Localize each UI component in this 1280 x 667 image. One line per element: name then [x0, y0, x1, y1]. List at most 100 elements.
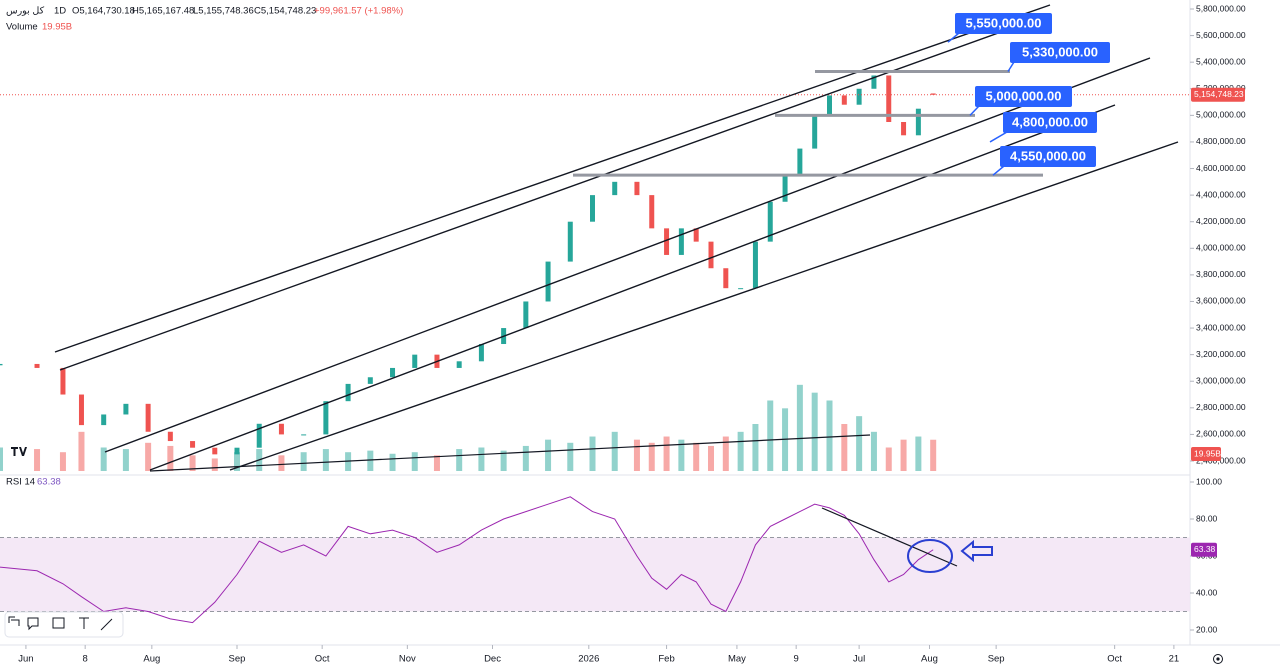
- volume-bar: [633, 439, 640, 471]
- candle-body: [752, 241, 758, 289]
- volume-bar: [611, 431, 618, 471]
- callout-label: 5,330,000.00: [1022, 44, 1098, 59]
- channel-line: [59, 17, 1041, 371]
- rsi-tick-label: 40.00: [1196, 587, 1218, 597]
- volume-trendline: [149, 434, 871, 472]
- price-tick-label: 4,600,000.00: [1196, 163, 1246, 173]
- volume-bar: [433, 455, 440, 471]
- tool-icon[interactable]: [79, 617, 89, 629]
- candle-body: [738, 288, 744, 290]
- rsi-tick-label: 100.00: [1196, 476, 1222, 486]
- candle-body: [841, 95, 847, 105]
- rsi-title: RSI 14: [6, 477, 35, 488]
- time-tick-label: Oct: [315, 654, 330, 665]
- low-value: L5,155,748.36: [193, 6, 254, 17]
- rsi-current-box: [1191, 542, 1217, 557]
- tool-icon[interactable]: [27, 617, 39, 631]
- price-tick-label: 3,200,000.00: [1196, 349, 1246, 359]
- volume-bar: [189, 455, 196, 471]
- volume-bar: [841, 424, 848, 471]
- open-value: O5,164,730.18: [72, 6, 135, 17]
- price-tick-label: 2,400,000.00: [1196, 455, 1246, 465]
- candle-body: [678, 228, 684, 255]
- tool-icon[interactable]: [52, 617, 65, 629]
- candle-body: [886, 75, 892, 122]
- last-price-label: 5,154,748.23: [1194, 89, 1244, 99]
- callout-pointer: [992, 165, 1005, 176]
- candle-body: [590, 195, 595, 222]
- channel-line: [54, 4, 1051, 353]
- rsi-line: [0, 496, 934, 624]
- drawing-toolbar: [4, 611, 124, 638]
- settings-gear[interactable]: [1213, 654, 1223, 664]
- channel-line: [104, 57, 1151, 453]
- time-tick-label: Nov: [399, 654, 416, 665]
- time-tick-label: Aug: [921, 654, 938, 665]
- volume-bar: [885, 447, 892, 471]
- candle-body: [567, 221, 573, 262]
- candle-body: [234, 447, 240, 455]
- candle-body: [390, 367, 396, 378]
- channel-line: [229, 141, 1179, 471]
- time-tick-label: May: [728, 654, 746, 665]
- candle-body: [782, 175, 788, 202]
- volume-bar: [708, 445, 714, 471]
- candle-body: [478, 344, 484, 362]
- candle-body: [856, 88, 862, 105]
- high-value: H5,165,167.48: [132, 6, 194, 17]
- time-tick-label: Jun: [18, 654, 33, 665]
- volume-title: Volume: [6, 22, 38, 33]
- volume-bar: [0, 447, 3, 471]
- volume-box: [1191, 447, 1221, 461]
- candle-body: [367, 377, 373, 384]
- candle-body: [78, 394, 84, 426]
- time-tick-label: Feb: [658, 654, 674, 665]
- volume-bar: [678, 439, 685, 471]
- close-value: C5,154,748.23: [254, 6, 316, 17]
- volume-bar: [767, 400, 774, 471]
- volume-axis-label: 19.95B: [1194, 448, 1221, 458]
- callout-pointer: [989, 131, 1008, 143]
- volume-bar: [456, 449, 463, 471]
- volume-bar: [100, 447, 107, 471]
- volume-bar: [145, 442, 152, 471]
- candle-body: [612, 181, 618, 196]
- time-tick-label: 21: [1169, 654, 1180, 665]
- volume-bar: [722, 436, 729, 471]
- candle-body: [278, 423, 284, 435]
- last-price-box: [1191, 87, 1245, 102]
- volume-bar: [322, 449, 329, 471]
- volume-bar: [796, 384, 803, 471]
- callout-box: [955, 13, 1052, 34]
- rsi-trendline: [821, 507, 958, 567]
- interval: 1D: [54, 6, 66, 17]
- callout-box: [1010, 42, 1110, 63]
- price-tick-label: 4,400,000.00: [1196, 189, 1246, 199]
- candle-body: [649, 195, 655, 229]
- candle-body: [190, 441, 196, 448]
- candle-body: [34, 363, 40, 368]
- tool-icon[interactable]: [8, 616, 20, 626]
- callout-label: 5,000,000.00: [986, 88, 1062, 103]
- candle-body: [634, 181, 640, 196]
- price-tick-label: 3,600,000.00: [1196, 296, 1246, 306]
- candle-body: [412, 354, 418, 368]
- candle-body: [871, 75, 877, 89]
- volume-bar: [752, 424, 759, 471]
- volume-bar: [59, 452, 66, 471]
- candle-body: [915, 108, 921, 136]
- volume-bar: [522, 445, 529, 471]
- time-tick-label: Sep: [988, 654, 1005, 665]
- candle-body: [456, 361, 462, 368]
- rsi-current-label: 63.38: [1194, 544, 1216, 554]
- tool-icon[interactable]: [100, 618, 113, 631]
- callout-pointer: [969, 105, 980, 116]
- volume-bar: [211, 458, 218, 471]
- candle-body: [0, 363, 3, 366]
- candle-body: [323, 401, 329, 435]
- candle-body: [123, 403, 129, 415]
- price-tick-label: 3,800,000.00: [1196, 269, 1246, 279]
- price-tick-label: 2,600,000.00: [1196, 429, 1246, 439]
- volume-bar: [545, 439, 552, 471]
- callout-label: 4,800,000.00: [1012, 114, 1088, 129]
